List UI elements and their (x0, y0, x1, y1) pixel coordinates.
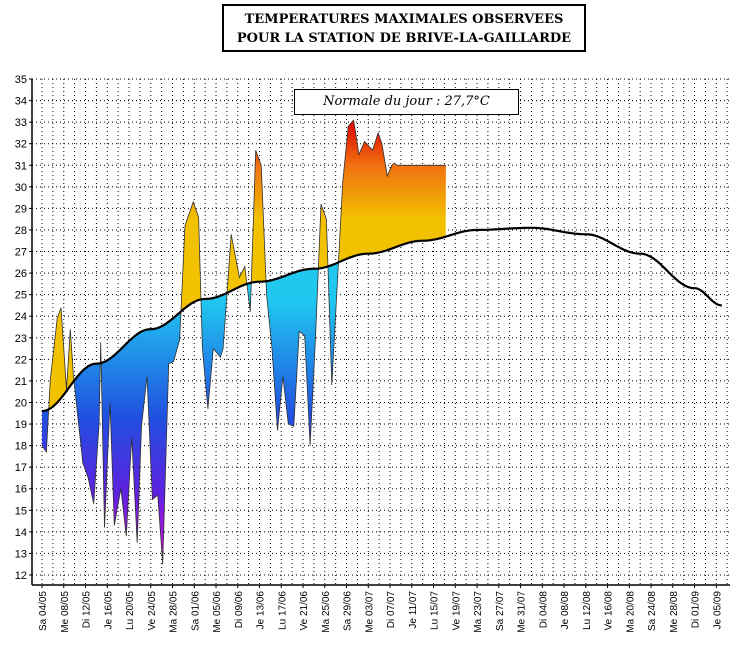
x-tick-label: Sa 27/07 (495, 591, 506, 631)
x-tick-label: Ve 16/08 (604, 591, 615, 631)
x-tick-label: Je 08/08 (560, 591, 571, 630)
y-tick-label: 30 (15, 182, 27, 194)
x-tick-label: Lu 12/08 (582, 591, 593, 630)
x-tick-label: Ma 28/05 (169, 591, 180, 633)
x-tick-label: Lu 15/07 (430, 591, 441, 630)
y-tick-label: 26 (15, 268, 27, 280)
x-tick-label: Di 12/05 (82, 591, 93, 629)
y-tick-label: 20 (15, 397, 27, 409)
chart-title-line-2: POUR LA STATION DE BRIVE-LA-GAILLARDE (236, 31, 572, 46)
y-tick-label: 24 (15, 311, 27, 323)
x-tick-label: Ve 24/05 (147, 591, 158, 631)
chart-title: TEMPERATURES MAXIMALES OBSERVEES POUR LA… (222, 4, 586, 52)
x-tick-label: Ma 20/08 (625, 591, 636, 633)
y-tick-label: 23 (15, 333, 27, 345)
x-tick-label: Di 01/09 (691, 591, 702, 629)
y-tick-label: 32 (15, 139, 27, 151)
temperature-fill (41, 119, 446, 565)
x-tick-label: Ma 25/06 (321, 591, 332, 633)
y-tick-label: 35 (15, 74, 27, 86)
y-tick-label: 25 (15, 290, 27, 302)
x-tick-label: Me 03/07 (364, 591, 375, 633)
y-tick-label: 21 (15, 376, 27, 388)
x-tick-label: Me 08/05 (60, 591, 71, 633)
x-tick-label: Me 28/08 (669, 591, 680, 633)
y-tick-label: 16 (15, 484, 27, 496)
y-tick-label: 29 (15, 203, 27, 215)
x-tick-label: Di 07/07 (386, 591, 397, 629)
x-tick-label: Sa 24/08 (647, 591, 658, 631)
x-tick-label: Je 13/06 (256, 591, 267, 630)
axes (31, 79, 730, 586)
x-tick-label: Di 04/08 (538, 591, 549, 629)
observed-series-line (41, 119, 446, 565)
x-tick-label: Sa 01/06 (190, 591, 201, 631)
x-tick-label: Lu 17/06 (277, 591, 288, 630)
x-tick-label: Me 31/07 (517, 591, 528, 633)
daily-normal-series-line (41, 226, 722, 413)
chart-title-line-1: TEMPERATURES MAXIMALES OBSERVEES (244, 12, 564, 27)
x-tick-label: Di 09/06 (234, 591, 245, 629)
y-tick-label: 17 (15, 462, 27, 474)
y-tick-label: 18 (15, 441, 27, 453)
y-tick-label: 34 (15, 96, 27, 108)
x-axis-ticks: Sa 04/05 Me 08/05 Di 12/05 Je 16/05 Lu 20/05… (38, 585, 723, 633)
x-tick-label: Je 16/05 (103, 591, 114, 630)
x-tick-label: Ma 23/07 (473, 591, 484, 633)
y-tick-label: 13 (15, 548, 27, 560)
y-tick-label: 12 (15, 570, 27, 582)
x-tick-label: Lu 20/05 (125, 591, 136, 630)
x-tick-label: Me 05/06 (212, 591, 223, 633)
y-tick-label: 33 (15, 117, 27, 129)
x-tick-label: Ve 19/07 (451, 591, 462, 631)
y-tick-label: 15 (15, 505, 27, 517)
x-tick-label: Je 11/07 (408, 591, 419, 629)
normal-curve (41, 226, 722, 413)
y-tick-label: 27 (15, 247, 27, 259)
y-tick-label: 14 (15, 527, 27, 539)
x-tick-label: Je 05/09 (712, 591, 723, 630)
x-tick-label: Sa 29/06 (343, 591, 354, 631)
x-tick-label: Sa 04/05 (38, 591, 49, 631)
x-tick-label: Ve 21/06 (299, 591, 310, 631)
y-tick-label: 31 (15, 160, 27, 172)
normal-of-day-label: Normale du jour : 27,7°C (294, 89, 519, 115)
y-tick-label: 22 (15, 354, 27, 366)
above-normal-area (42, 120, 446, 412)
y-tick-label: 19 (15, 419, 27, 431)
y-tick-label: 28 (15, 225, 27, 237)
y-axis-ticks: 12 13 14 15 16 17 18 19 20 21 22 23 24 25 26 27 28 29 30 31… (15, 74, 32, 582)
